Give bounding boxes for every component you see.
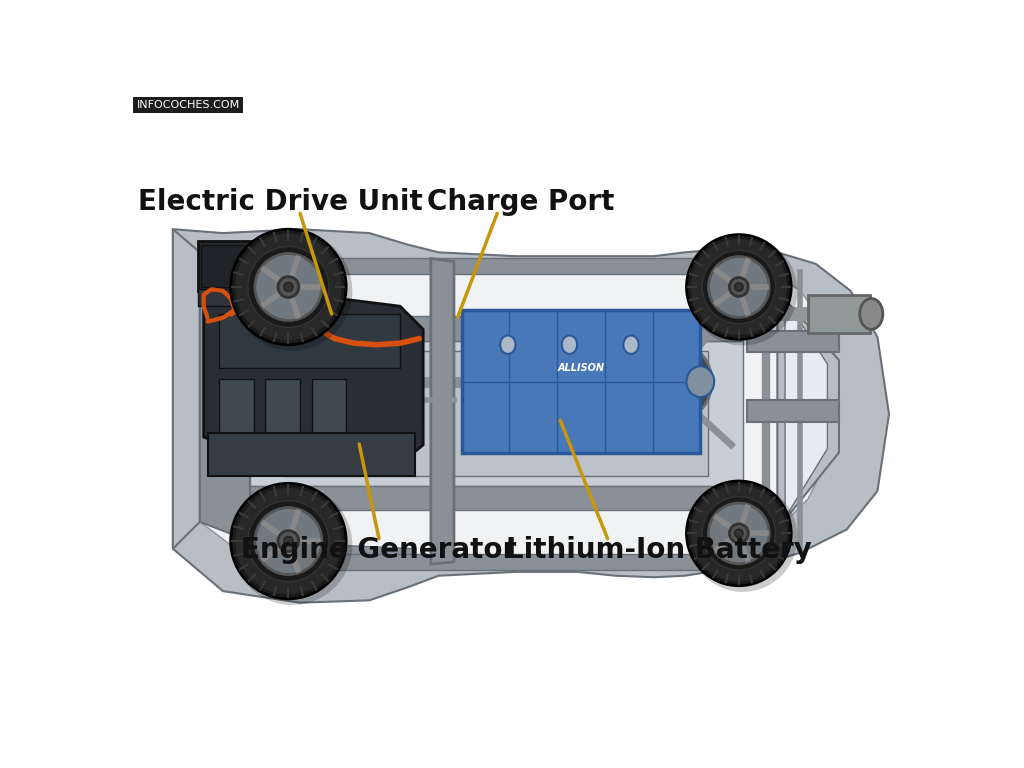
Bar bbox=[250, 259, 742, 274]
Ellipse shape bbox=[284, 537, 293, 546]
Ellipse shape bbox=[686, 234, 792, 339]
Polygon shape bbox=[785, 299, 827, 518]
Ellipse shape bbox=[236, 233, 342, 340]
Ellipse shape bbox=[709, 503, 769, 564]
Bar bbox=[250, 341, 742, 485]
Ellipse shape bbox=[508, 371, 523, 392]
Bar bbox=[311, 379, 346, 437]
Polygon shape bbox=[173, 229, 200, 549]
Bar bbox=[250, 554, 742, 570]
Bar bbox=[219, 379, 254, 437]
Ellipse shape bbox=[284, 283, 293, 292]
Ellipse shape bbox=[691, 239, 787, 335]
Bar bbox=[315, 391, 423, 410]
Ellipse shape bbox=[500, 336, 515, 354]
Polygon shape bbox=[777, 291, 839, 529]
Ellipse shape bbox=[264, 287, 298, 326]
Bar bbox=[199, 290, 237, 306]
Ellipse shape bbox=[255, 253, 322, 320]
Bar bbox=[202, 245, 272, 287]
Ellipse shape bbox=[278, 531, 299, 551]
Polygon shape bbox=[200, 253, 250, 557]
Ellipse shape bbox=[734, 529, 743, 538]
Ellipse shape bbox=[688, 482, 798, 592]
Bar bbox=[199, 241, 275, 291]
Ellipse shape bbox=[686, 366, 714, 397]
Polygon shape bbox=[246, 541, 416, 564]
Ellipse shape bbox=[248, 247, 329, 327]
Bar bbox=[746, 331, 839, 353]
Ellipse shape bbox=[230, 483, 346, 599]
Ellipse shape bbox=[734, 283, 743, 291]
Bar bbox=[250, 485, 742, 510]
Bar bbox=[250, 316, 742, 341]
Text: ALLISON: ALLISON bbox=[557, 362, 604, 372]
Ellipse shape bbox=[686, 481, 792, 586]
Bar bbox=[208, 433, 416, 475]
Ellipse shape bbox=[278, 276, 299, 297]
Ellipse shape bbox=[709, 257, 769, 317]
Bar bbox=[746, 400, 839, 422]
Ellipse shape bbox=[702, 250, 775, 323]
Text: INFOCOCHES.COM: INFOCOCHES.COM bbox=[137, 100, 240, 110]
Text: Electric Drive Unit: Electric Drive Unit bbox=[138, 187, 423, 216]
Bar bbox=[808, 295, 869, 333]
Ellipse shape bbox=[688, 236, 798, 346]
Ellipse shape bbox=[691, 485, 787, 581]
Bar bbox=[285, 351, 708, 475]
Text: Lithium-Ion Battery: Lithium-Ion Battery bbox=[506, 537, 812, 564]
Ellipse shape bbox=[248, 501, 329, 581]
Ellipse shape bbox=[658, 347, 712, 416]
Ellipse shape bbox=[562, 336, 578, 354]
Ellipse shape bbox=[255, 508, 322, 574]
Ellipse shape bbox=[236, 488, 342, 594]
Text: Engine Generator: Engine Generator bbox=[242, 537, 516, 564]
Ellipse shape bbox=[232, 485, 352, 605]
Ellipse shape bbox=[729, 524, 749, 543]
Polygon shape bbox=[431, 259, 454, 564]
Text: Charge Port: Charge Port bbox=[427, 187, 614, 216]
Bar bbox=[219, 314, 400, 368]
Ellipse shape bbox=[729, 277, 749, 296]
Ellipse shape bbox=[624, 336, 639, 354]
Ellipse shape bbox=[702, 497, 775, 570]
Ellipse shape bbox=[232, 230, 352, 351]
Bar bbox=[265, 379, 300, 437]
Ellipse shape bbox=[860, 299, 883, 329]
Bar bbox=[462, 310, 700, 452]
Polygon shape bbox=[200, 253, 839, 568]
Ellipse shape bbox=[264, 498, 298, 538]
Ellipse shape bbox=[600, 371, 615, 392]
Polygon shape bbox=[173, 229, 889, 603]
Ellipse shape bbox=[392, 371, 408, 392]
Polygon shape bbox=[204, 295, 423, 475]
Ellipse shape bbox=[230, 229, 346, 345]
